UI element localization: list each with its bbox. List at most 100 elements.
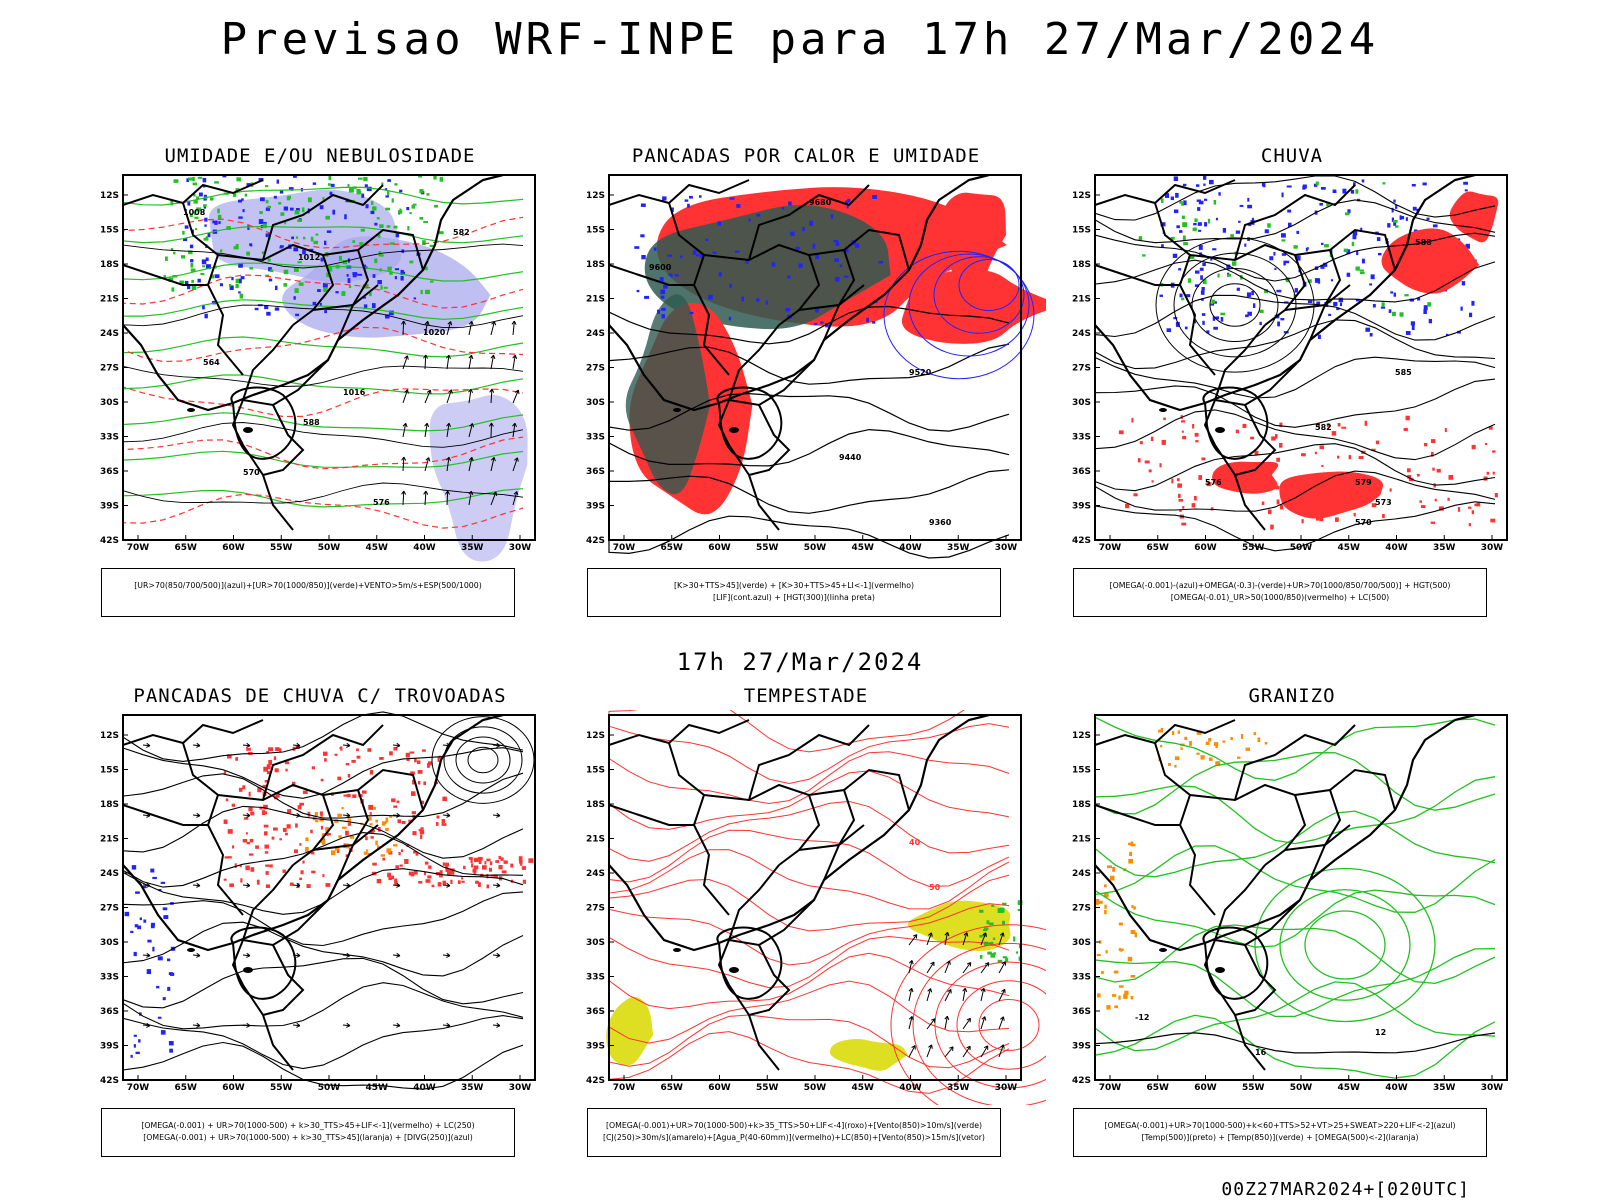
lagoon-mark xyxy=(243,427,253,433)
field-dot xyxy=(1182,222,1188,228)
field-dot xyxy=(223,819,228,824)
state-border xyxy=(322,768,424,811)
field-dot xyxy=(1448,475,1454,480)
field-dot xyxy=(195,228,198,231)
field-dot xyxy=(689,311,694,315)
state-border xyxy=(808,228,910,271)
field-dot xyxy=(297,261,302,264)
vector-shaft xyxy=(424,457,430,472)
thickness-contour xyxy=(122,274,524,309)
field-dot xyxy=(1215,761,1221,766)
field-dot xyxy=(205,236,208,240)
field-dot xyxy=(1202,262,1206,267)
field-dot xyxy=(385,314,390,319)
vector-head xyxy=(511,320,517,325)
panel-title: PANCADAS POR CALOR E UMIDADE xyxy=(631,145,981,167)
field-dot xyxy=(167,986,171,991)
field-dot xyxy=(473,871,476,876)
field-dot xyxy=(227,829,233,834)
field-dot xyxy=(1302,184,1307,189)
field-dot xyxy=(1471,510,1475,515)
state-border xyxy=(798,284,865,311)
field-dot xyxy=(1128,842,1132,846)
green-contour xyxy=(122,336,524,358)
vector-head xyxy=(296,882,301,888)
vector-head xyxy=(146,882,151,888)
lon-label: 40W xyxy=(1385,543,1408,553)
contour-label: 585 xyxy=(1395,368,1412,377)
field-dot xyxy=(1417,297,1421,301)
lagoon-mark xyxy=(243,967,253,973)
field-dot xyxy=(1181,297,1185,301)
field-dot xyxy=(1476,502,1481,507)
lat-label: 18S xyxy=(1072,260,1091,270)
field-dot xyxy=(411,204,415,209)
field-dot xyxy=(1161,244,1164,248)
state-border xyxy=(748,404,791,476)
field-dot xyxy=(418,881,423,884)
lon-label: 30W xyxy=(995,1083,1018,1093)
hgt300-contour xyxy=(608,343,1010,385)
field-dot xyxy=(1181,215,1185,220)
field-dot xyxy=(398,851,401,856)
field-dot xyxy=(341,291,346,296)
contour-label: 1012 xyxy=(298,253,320,262)
vector-shaft xyxy=(512,423,516,438)
field-dot xyxy=(1235,429,1239,434)
field-dot xyxy=(1247,197,1250,202)
hgt500-contour xyxy=(1094,443,1496,492)
panel-legend: [OMEGA(-0.001)-(azul)+OMEGA(-0.3)-(verde… xyxy=(1073,568,1487,617)
field-dot xyxy=(745,260,749,264)
vector-head xyxy=(514,389,520,395)
field-dot xyxy=(257,787,262,793)
field-dot xyxy=(1179,509,1182,512)
vector-head xyxy=(962,987,968,993)
green-contour xyxy=(122,374,524,395)
field-dot xyxy=(983,932,986,937)
field-dot xyxy=(1490,518,1496,523)
field-dot xyxy=(1133,493,1138,497)
field-dot xyxy=(809,220,814,226)
field-dot xyxy=(667,254,672,257)
wind-vector xyxy=(512,422,517,438)
field-dot xyxy=(1197,222,1202,226)
vector-shaft xyxy=(998,989,1006,1002)
field-dot xyxy=(235,283,239,289)
field-dot xyxy=(356,191,362,195)
field-dot xyxy=(1350,189,1355,194)
field-dot xyxy=(243,817,249,820)
panel-title: GRANIZO xyxy=(1248,685,1336,707)
field-dot xyxy=(406,843,410,847)
vector-head xyxy=(423,490,429,495)
vector-shaft xyxy=(192,1024,201,1027)
vector-head xyxy=(491,321,497,326)
vector-head xyxy=(1001,961,1006,966)
field-dot xyxy=(323,287,328,292)
field-dot xyxy=(369,292,372,297)
lc850-contour xyxy=(608,751,1010,805)
vector-head xyxy=(146,742,151,748)
lagoon-mark xyxy=(729,967,739,973)
wind-vector xyxy=(944,1015,950,1030)
field-dot xyxy=(278,202,282,205)
field-dot xyxy=(389,242,395,245)
field-dot xyxy=(290,207,294,211)
state-border xyxy=(668,742,730,916)
panel-map: -12121612S15S18S21S24S27S30S33S36S39S42S… xyxy=(1072,713,1508,1093)
state-border xyxy=(182,742,244,916)
wind-vector xyxy=(490,491,498,506)
streamline-arrow xyxy=(192,882,201,888)
panel-umidade: UMIDADE E/OU NEBULOSIDADE 1008 1012 1016 10… xyxy=(80,145,560,635)
coastline xyxy=(122,173,504,412)
field-dot xyxy=(265,864,270,867)
contour-label: 582 xyxy=(453,228,470,237)
field-dot xyxy=(473,865,479,870)
field-dot xyxy=(1338,297,1344,303)
field-dot xyxy=(265,185,269,188)
field-dot xyxy=(194,216,199,219)
field-dot xyxy=(394,276,397,280)
field-dot xyxy=(1446,333,1449,336)
field-dot xyxy=(377,280,382,285)
vector-head xyxy=(982,932,987,937)
field-dot xyxy=(1097,993,1101,998)
